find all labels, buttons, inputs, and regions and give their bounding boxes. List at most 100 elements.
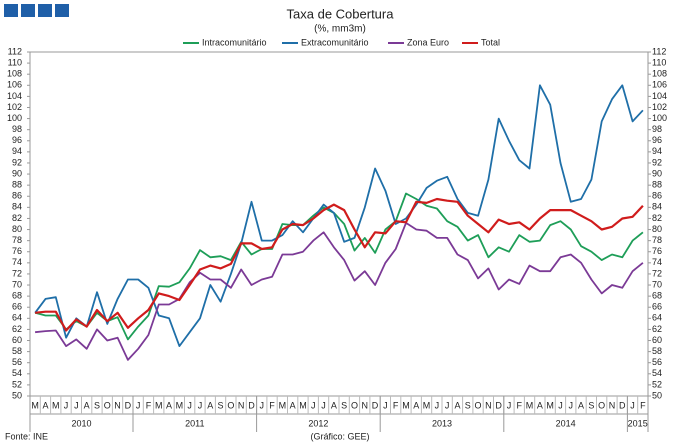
x-tick-label: J <box>558 400 563 410</box>
x-tick-label: M <box>155 400 163 410</box>
y2-tick-label: 50 <box>652 390 662 400</box>
y2-tick-label: 68 <box>652 291 662 301</box>
y-tick-label: 92 <box>12 157 22 167</box>
y2-tick-label: 96 <box>652 135 662 145</box>
source: Fonte: INE <box>5 431 48 441</box>
logo-block <box>38 4 52 17</box>
x-tick-label: O <box>104 400 111 410</box>
y-tick-label: 108 <box>7 69 22 79</box>
chart-subtitle: (%, mm3m) <box>314 24 366 35</box>
x-tick-label: J <box>569 400 574 410</box>
credit: (Gráfico: GEE) <box>310 431 369 441</box>
x-tick-label: O <box>598 400 605 410</box>
y-tick-label: 74 <box>12 257 22 267</box>
y2-tick-label: 54 <box>652 368 662 378</box>
x-tick-label: O <box>227 400 234 410</box>
y-tick-label: 72 <box>12 268 22 278</box>
legend-label: Zona Euro <box>407 37 449 47</box>
x-tick-label: M <box>402 400 410 410</box>
x-tick-label: N <box>609 400 616 410</box>
x-tick-label: F <box>393 400 399 410</box>
series-line <box>35 221 644 361</box>
x-tick-label: M <box>52 400 60 410</box>
x-tick-label: S <box>465 400 471 410</box>
y2-tick-label: 110 <box>652 57 666 67</box>
x-tick-label: O <box>475 400 482 410</box>
y-tick-label: 68 <box>12 291 22 301</box>
x-tick-label: S <box>341 400 347 410</box>
x-tick-label: J <box>187 400 192 410</box>
year-label: 2013 <box>432 418 452 428</box>
y2-tick-label: 106 <box>652 80 667 90</box>
y2-tick-label: 70 <box>652 279 662 289</box>
y-tick-label: 78 <box>12 235 22 245</box>
y2-tick-label: 58 <box>652 346 662 356</box>
x-tick-label: D <box>372 400 379 410</box>
y-tick-label: 90 <box>12 168 22 178</box>
y-tick-label: 82 <box>12 213 22 223</box>
y-tick-label: 98 <box>12 124 22 134</box>
y2-tick-label: 56 <box>652 357 662 367</box>
y2-tick-label: 102 <box>652 102 667 112</box>
logo-block <box>21 4 35 17</box>
y-tick-label: 80 <box>12 224 22 234</box>
y2-tick-label: 104 <box>652 91 667 101</box>
x-tick-label: F <box>146 400 152 410</box>
x-tick-label: J <box>136 400 141 410</box>
y2-tick-label: 92 <box>652 157 662 167</box>
x-tick-label: A <box>537 400 543 410</box>
y-tick-label: 94 <box>12 146 22 156</box>
y-tick-label: 110 <box>8 57 22 67</box>
y-tick-label: 64 <box>12 313 22 323</box>
y-tick-label: 50 <box>12 390 22 400</box>
series-line <box>34 197 644 332</box>
y-tick-label: 86 <box>12 191 22 201</box>
y-tick-label: 84 <box>12 202 22 212</box>
y2-tick-label: 86 <box>652 191 662 201</box>
year-label: 2011 <box>185 418 204 428</box>
x-tick-label: A <box>290 400 296 410</box>
x-tick-label: S <box>94 400 100 410</box>
y2-tick-label: 60 <box>652 335 662 345</box>
chart-title: Taxa de Cobertura <box>287 6 395 21</box>
x-tick-label: F <box>269 400 275 410</box>
y-tick-label: 106 <box>7 80 22 90</box>
x-tick-label: J <box>630 400 635 410</box>
y2-tick-label: 76 <box>652 246 662 256</box>
y-tick-label: 76 <box>12 246 22 256</box>
x-tick-label: D <box>125 400 132 410</box>
y-tick-label: 104 <box>7 91 22 101</box>
x-tick-label: S <box>218 400 224 410</box>
x-tick-label: F <box>640 400 646 410</box>
year-label: 2010 <box>71 418 91 428</box>
x-tick-label: J <box>198 400 203 410</box>
x-tick-label: J <box>311 400 316 410</box>
x-tick-label: N <box>485 400 492 410</box>
y-tick-label: 100 <box>7 113 22 123</box>
y-tick-label: 112 <box>8 46 22 56</box>
y-tick-label: 58 <box>12 346 22 356</box>
y2-tick-label: 74 <box>652 257 662 267</box>
y2-tick-label: 66 <box>652 302 662 312</box>
x-tick-label: D <box>495 400 502 410</box>
x-tick-label: A <box>166 400 172 410</box>
y2-tick-label: 94 <box>652 146 662 156</box>
y-tick-label: 60 <box>12 335 22 345</box>
y2-tick-label: 80 <box>652 224 662 234</box>
x-tick-label: N <box>114 400 121 410</box>
x-tick-label: A <box>84 400 90 410</box>
x-tick-label: A <box>413 400 419 410</box>
series-line <box>34 84 644 348</box>
x-tick-label: J <box>507 400 512 410</box>
y-tick-label: 54 <box>12 368 22 378</box>
y-tick-label: 66 <box>12 302 22 312</box>
y2-tick-label: 112 <box>652 46 666 56</box>
x-tick-label: M <box>31 400 39 410</box>
y-tick-label: 56 <box>12 357 22 367</box>
x-tick-label: A <box>578 400 584 410</box>
x-tick-label: A <box>42 400 48 410</box>
y-tick-label: 62 <box>12 324 22 334</box>
x-tick-label: O <box>351 400 358 410</box>
y-tick-label: 96 <box>12 135 22 145</box>
